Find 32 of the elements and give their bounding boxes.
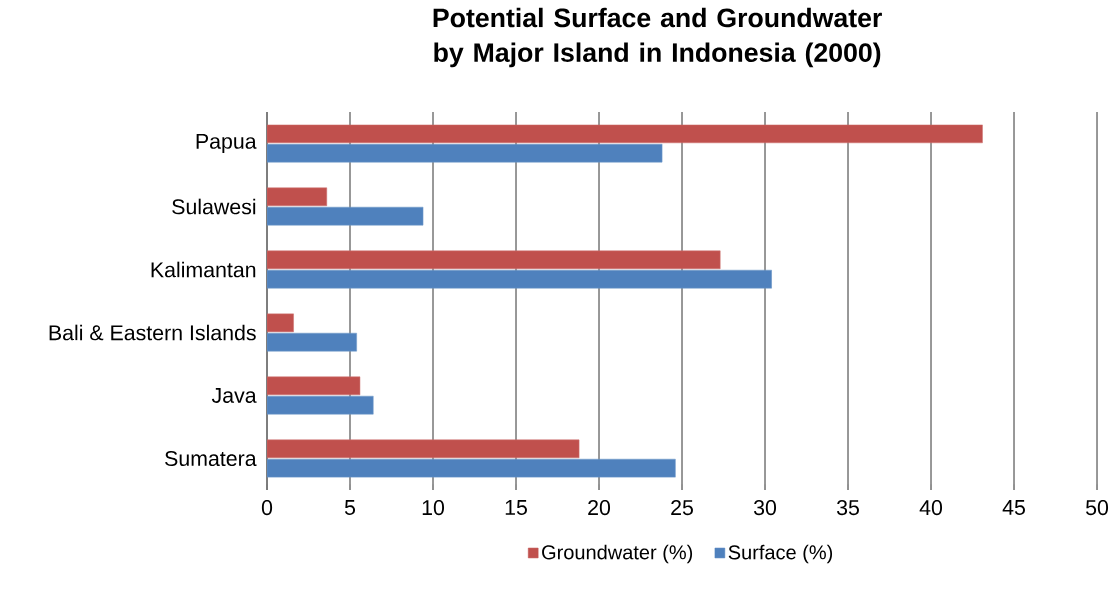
bar [267,313,294,333]
bar [267,332,357,352]
y-tick-label: Bali & Eastern Islands [49,324,256,341]
bar [267,376,361,396]
x-tick-label: 40 [919,500,943,516]
bar [267,250,721,270]
x-tick-label: 35 [836,500,859,516]
x-tick-label: 45 [1002,500,1025,515]
bar [267,143,663,163]
bar [267,395,374,415]
bar [267,124,983,144]
x-tick-label: 25 [671,500,693,516]
y-tick-label: Papua [196,133,257,154]
x-tick-label: 10 [422,500,445,516]
bar [267,206,424,226]
x-tick-label: 0 [261,500,273,516]
x-tick-label: 50 [1086,500,1109,516]
bar [267,439,580,459]
y-tick-label: Kalimantan [151,261,256,278]
chart-title: Potential Surface and Groundwater by Major Island in Indonesia (2000) [433,7,882,68]
legend-label: Groundwater (%) [542,544,693,564]
y-tick-label: Sulawesi [172,198,256,215]
x-tick-label: 5 [344,500,356,515]
y-tick-label: Sumatera [165,450,257,467]
x-tick-label: 15 [505,500,527,515]
bar [267,269,772,289]
x-tick-label: 20 [588,500,611,516]
legend-label: Surface (%) [728,544,833,564]
y-tick-label: Java [211,388,257,403]
bar [267,458,676,478]
bar [267,187,328,207]
x-tick-label: 30 [753,500,777,516]
